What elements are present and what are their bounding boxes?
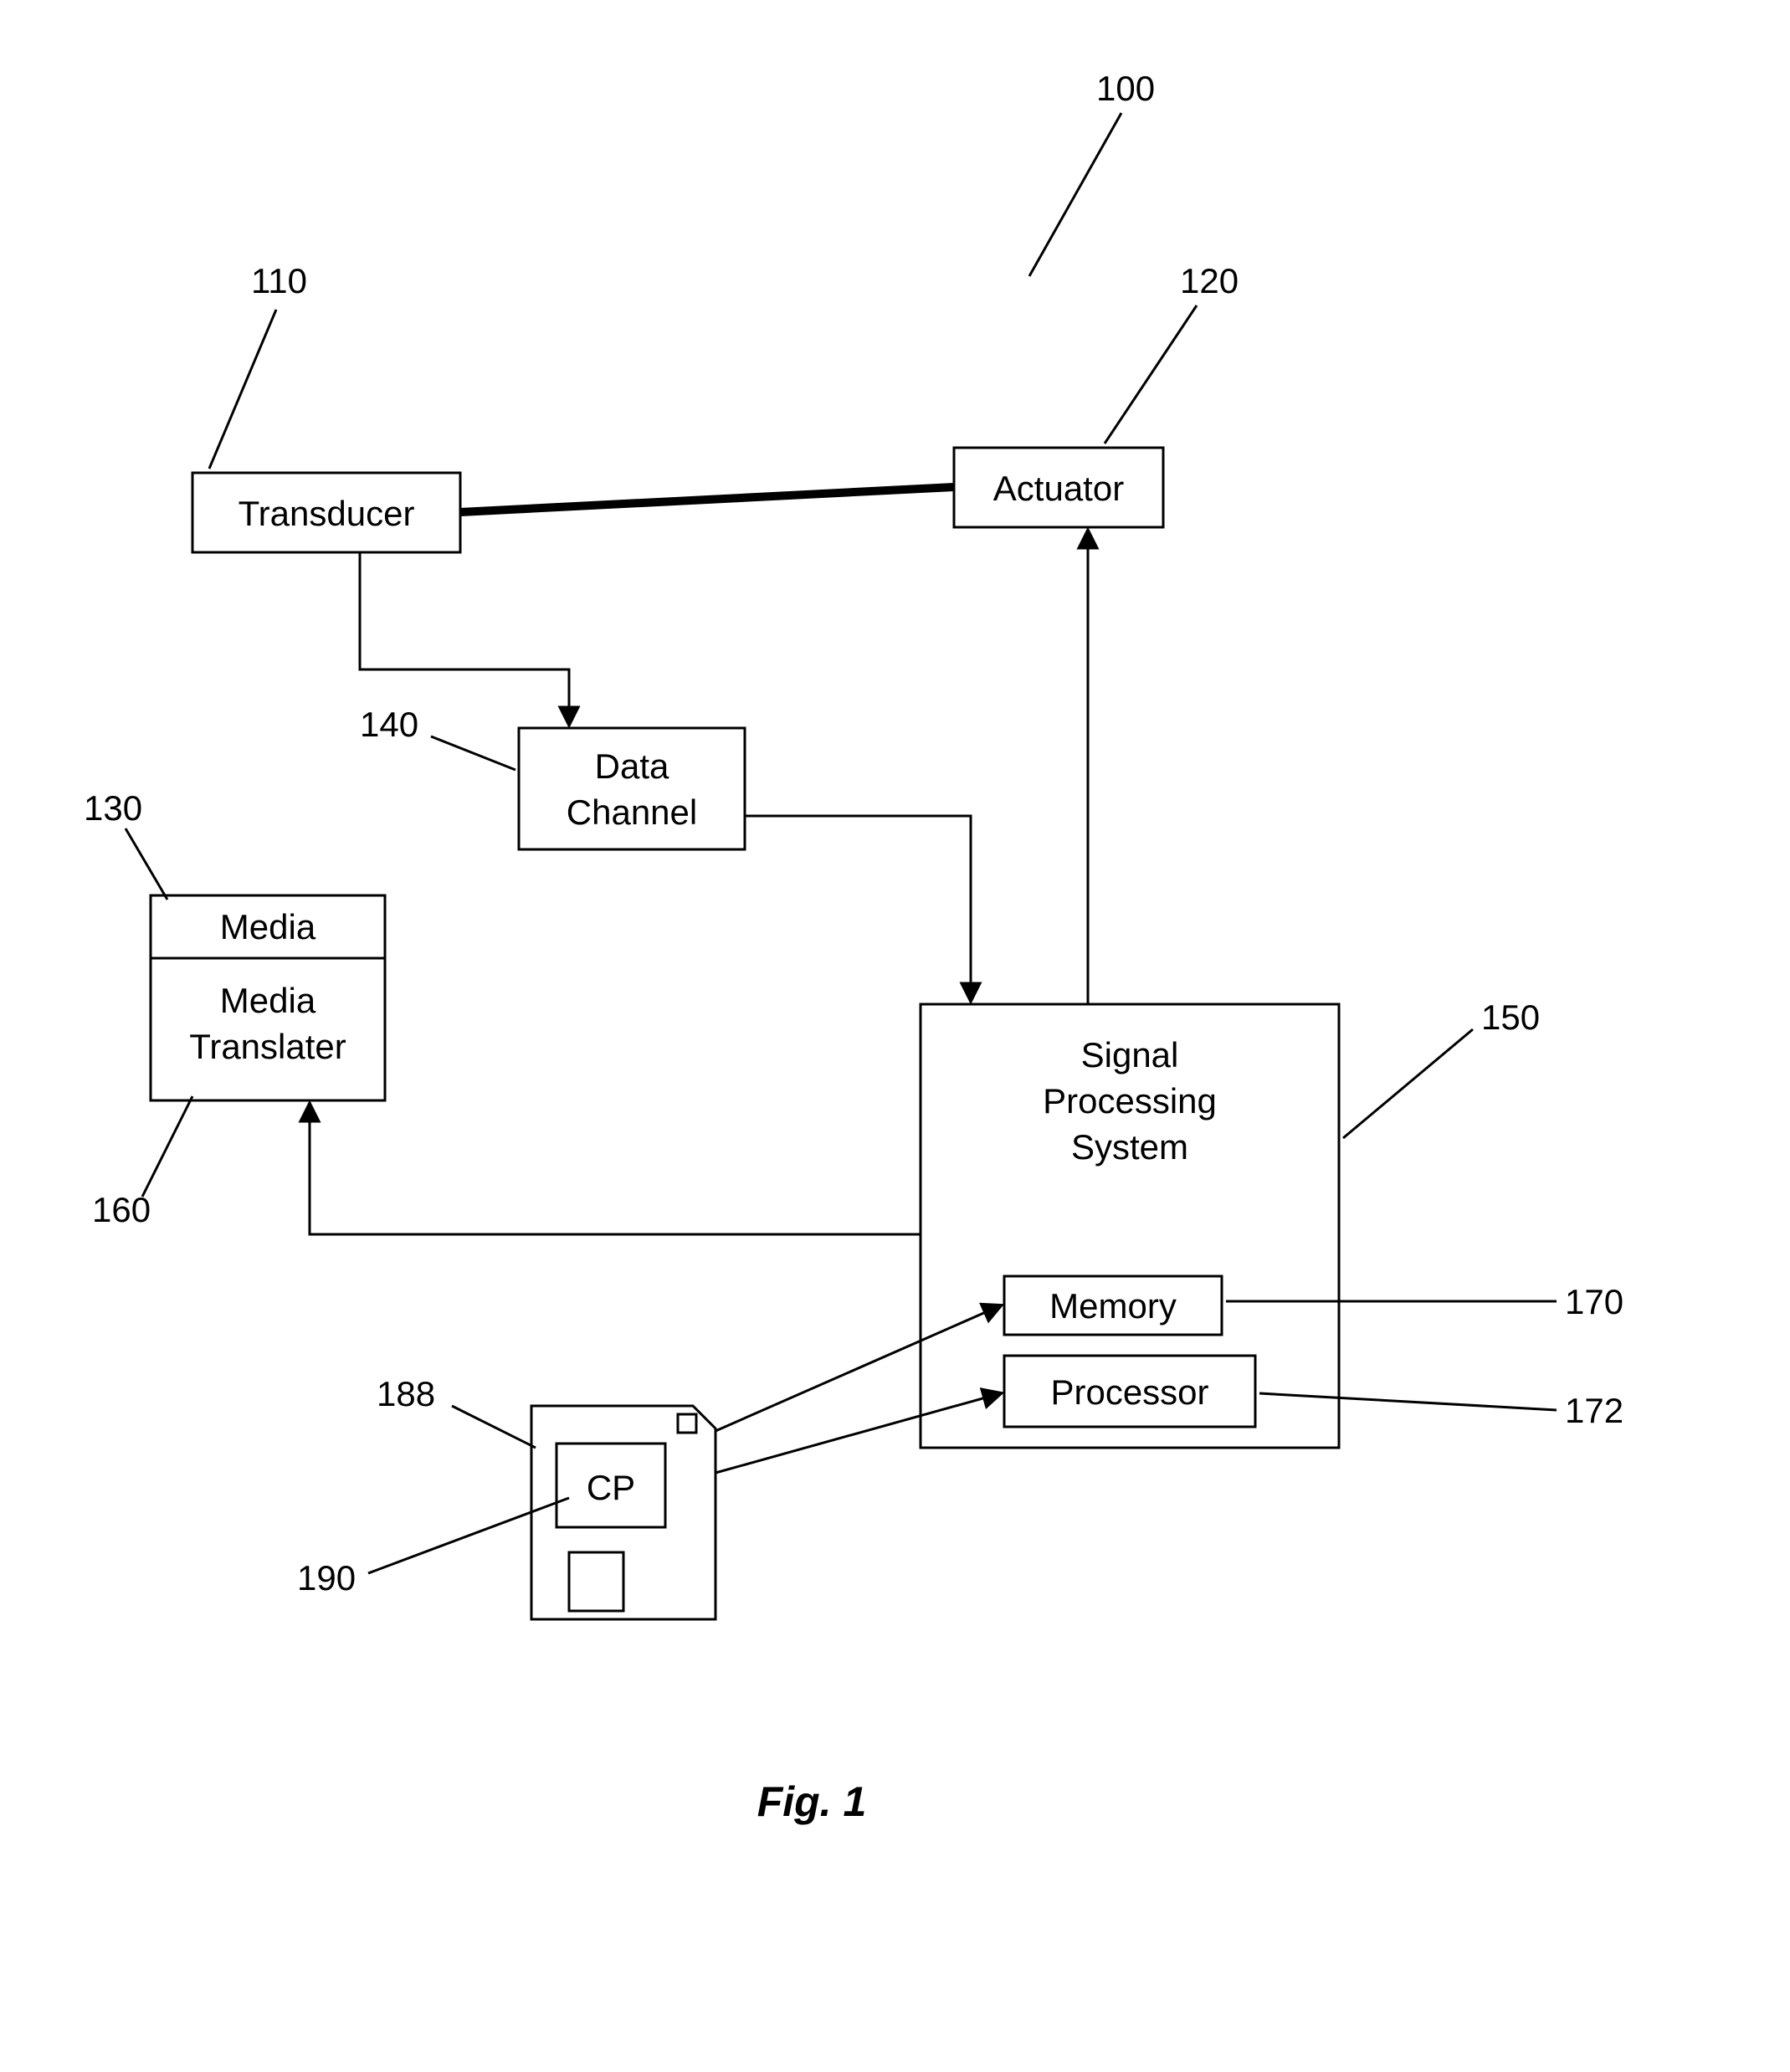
data-channel-label-1: Data [595,746,669,786]
data-channel-label-2: Channel [567,792,697,832]
diagram-canvas: Transducer Actuator Data Channel Media M… [0,0,1790,2072]
edge-transducer-actuator [460,487,954,512]
figure-caption: Fig. 1 [757,1778,867,1825]
edge-transducer-datachannel [360,552,569,725]
ref-150-label: 150 [1481,998,1540,1037]
processor-label: Processor [1050,1372,1208,1412]
memory-label: Memory [1049,1286,1177,1326]
media-label: Media [220,907,316,946]
ref-140: 140 [360,705,515,770]
ref-170-label: 170 [1565,1282,1623,1321]
edge-sps-media [310,1104,921,1234]
ref-140-label: 140 [360,705,418,744]
actuator-node: Actuator [954,448,1163,527]
sps-node: Signal Processing System Memory Processo… [921,1004,1339,1448]
edge-datachannel-sps [745,816,971,1001]
ref-188: 188 [377,1374,536,1448]
ref-130: 130 [84,788,167,900]
transducer-label: Transducer [238,494,415,533]
ref-190: 190 [297,1498,569,1598]
ref-120: 120 [1105,261,1239,444]
media-translater-label-1: Media [220,981,316,1020]
transducer-node: Transducer [192,473,460,552]
ref-150: 150 [1343,998,1540,1138]
floppy-icon: CP [531,1406,715,1619]
ref-172-label: 172 [1565,1391,1623,1430]
ref-130-label: 130 [84,788,142,828]
ref-110-label: 110 [251,261,307,300]
ref-160: 160 [92,1096,192,1229]
sps-label-1: Signal [1081,1035,1179,1074]
ref-188-label: 188 [377,1374,435,1413]
ref-190-label: 190 [297,1558,356,1598]
sps-label-3: System [1071,1127,1188,1167]
media-translater-label-2: Translater [189,1027,346,1066]
ref-100: 100 [1029,69,1155,276]
sps-label-2: Processing [1043,1081,1217,1121]
ref-120-label: 120 [1180,261,1239,300]
ref-160-label: 160 [92,1190,151,1229]
actuator-label: Actuator [993,469,1124,508]
media-group-node: Media Media Translater [151,895,385,1100]
data-channel-node: Data Channel [519,728,745,849]
ref-110: 110 [209,261,307,469]
ref-100-label: 100 [1096,69,1155,108]
floppy-cp-label: CP [587,1468,635,1507]
